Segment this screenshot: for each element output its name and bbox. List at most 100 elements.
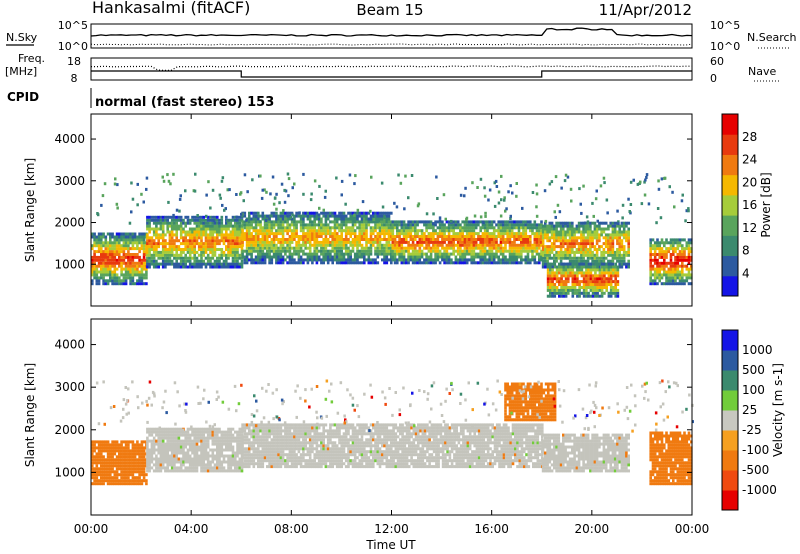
power-cell (681, 264, 684, 268)
power-cell (266, 232, 269, 236)
velocity-cell (179, 469, 183, 473)
power-cell (358, 214, 361, 218)
power-cell (109, 276, 112, 280)
power-cell (191, 242, 194, 246)
power-cell (459, 258, 462, 262)
power-cell (680, 199, 684, 203)
power-cell (338, 252, 341, 256)
velocity-cell (173, 451, 176, 455)
power-cell (501, 240, 505, 244)
velocity-cell (97, 470, 101, 474)
power-cell (118, 261, 121, 265)
power-cell (685, 241, 689, 245)
power-cell (111, 232, 114, 236)
power-cell (398, 252, 401, 256)
velocity-cell (157, 439, 160, 443)
power-cell (179, 250, 183, 254)
power-cell (582, 259, 585, 263)
power-cell (148, 230, 151, 234)
power-cell (651, 238, 655, 242)
velocity-cell (97, 440, 101, 444)
power-cell (349, 217, 352, 221)
power-cell (495, 249, 498, 253)
power-cell (248, 211, 251, 215)
velocity-cell (124, 461, 128, 465)
velocity-cell (124, 446, 128, 450)
velocity-cell (102, 476, 105, 480)
power-cell (445, 252, 449, 256)
power-cell (405, 235, 408, 238)
power-cell (596, 286, 599, 289)
power-cell (604, 239, 608, 243)
power-cell (653, 253, 657, 256)
power-cell (517, 252, 521, 256)
power-cell (279, 261, 283, 265)
velocity-cell (122, 440, 126, 444)
power-cell (551, 294, 554, 298)
power-cell (122, 273, 126, 277)
power-cell (356, 214, 359, 218)
velocity-cell (184, 430, 187, 434)
power-cell (275, 192, 278, 196)
power-cell (353, 211, 357, 215)
power-cell (227, 265, 230, 269)
power-cell (188, 259, 192, 263)
power-cell (277, 226, 280, 230)
power-cell (304, 223, 307, 227)
power-cell (506, 240, 509, 244)
power-cell (465, 261, 469, 265)
power-cell (562, 253, 565, 257)
power-cell (546, 245, 549, 249)
power-cell (553, 239, 556, 243)
velocity-cell (166, 442, 169, 446)
power-cell (191, 236, 194, 240)
power-cell (575, 248, 579, 251)
power-cell (338, 243, 341, 247)
power-cell (683, 253, 686, 256)
power-cell (383, 261, 386, 265)
power-cell (445, 255, 449, 259)
velocity-cell (106, 458, 110, 462)
power-cell (102, 255, 105, 259)
power-cell (182, 248, 185, 251)
power-cell (649, 273, 652, 277)
power-cell (488, 240, 491, 244)
velocity-cell (93, 440, 96, 444)
power-cell (157, 253, 160, 257)
power-cell (179, 259, 183, 263)
power-cell (390, 211, 393, 215)
power-cell (138, 261, 141, 265)
velocity-cell (133, 455, 137, 459)
power-cell (315, 246, 319, 250)
power-cell (611, 256, 615, 260)
power-cell (400, 243, 404, 247)
power-cell (576, 271, 579, 275)
power-cell (111, 250, 114, 254)
power-cell (277, 229, 280, 233)
power-cell (229, 236, 233, 240)
power-cell (531, 243, 534, 247)
power-cell (152, 259, 156, 263)
power-cell (216, 227, 219, 231)
power-cell (524, 261, 528, 265)
velocity-cell (155, 430, 158, 434)
velocity-cell (161, 442, 165, 446)
velocity-cell (170, 457, 174, 461)
power-cell (188, 242, 192, 246)
date-title: 11/Apr/2012 (599, 1, 692, 19)
velocity-cell (173, 445, 176, 449)
power-cell (351, 229, 355, 233)
power-cell (526, 246, 530, 250)
power-cell (420, 252, 424, 256)
power-cell (627, 262, 630, 266)
power-cell (385, 258, 389, 262)
power-cell (259, 229, 262, 233)
power-cell (486, 220, 489, 224)
power-cell (538, 258, 541, 262)
power-cell (669, 247, 673, 251)
power-cell (411, 258, 415, 262)
velocity-cell (166, 469, 169, 473)
power-cell (622, 233, 626, 237)
power-cell (454, 232, 458, 236)
velocity-cell (161, 433, 165, 437)
